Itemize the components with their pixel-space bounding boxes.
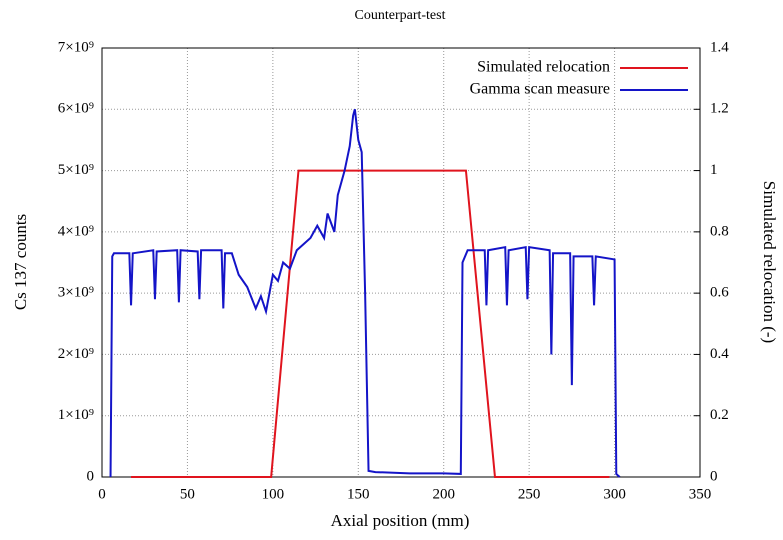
series-line: [109, 109, 621, 478]
x-tick-label: 0: [98, 486, 106, 502]
plot-frame: [101, 47, 701, 478]
y2-tick-label: 1: [710, 162, 718, 178]
y2-tick-label: 0: [710, 468, 718, 484]
y-tick-label: 7×10⁹: [58, 39, 94, 55]
x-axis-label: Axial position (mm): [331, 511, 470, 530]
y2-tick-label: 1.2: [710, 101, 729, 117]
y-tick-label: 2×10⁹: [58, 346, 94, 362]
y-tick-label: 4×10⁹: [58, 223, 94, 239]
x-tick-label: 150: [347, 486, 370, 502]
y2-tick-label: 0.8: [710, 223, 729, 239]
y2-tick-label: 0.4: [710, 346, 729, 362]
x-tick-label: 100: [262, 486, 285, 502]
legend-label: Simulated relocation: [477, 59, 610, 76]
y-tick-label: 1×10⁹: [58, 407, 94, 423]
x-tick-label: 300: [603, 486, 626, 502]
y-tick-label: 6×10⁹: [58, 101, 94, 117]
y-axis-label: Cs 137 counts: [11, 214, 30, 310]
x-tick-label: 200: [432, 486, 455, 502]
series-line: [131, 169, 610, 478]
chart-title: Counterpart-test: [355, 8, 446, 23]
x-tick-label: 350: [689, 486, 712, 502]
y2-tick-label: 0.6: [710, 285, 729, 301]
y2-tick-label: 1.4: [710, 39, 729, 55]
x-tick-label: 250: [518, 486, 541, 502]
y2-tick-label: 0.2: [710, 407, 729, 423]
x-tick-label: 50: [180, 486, 195, 502]
y-tick-label: 5×10⁹: [58, 162, 94, 178]
y-tick-label: 0: [87, 468, 95, 484]
legend-label: Gamma scan measure: [470, 81, 610, 98]
y2-axis-label: Simulated relocation (-): [760, 181, 779, 343]
y-tick-label: 3×10⁹: [58, 285, 94, 301]
